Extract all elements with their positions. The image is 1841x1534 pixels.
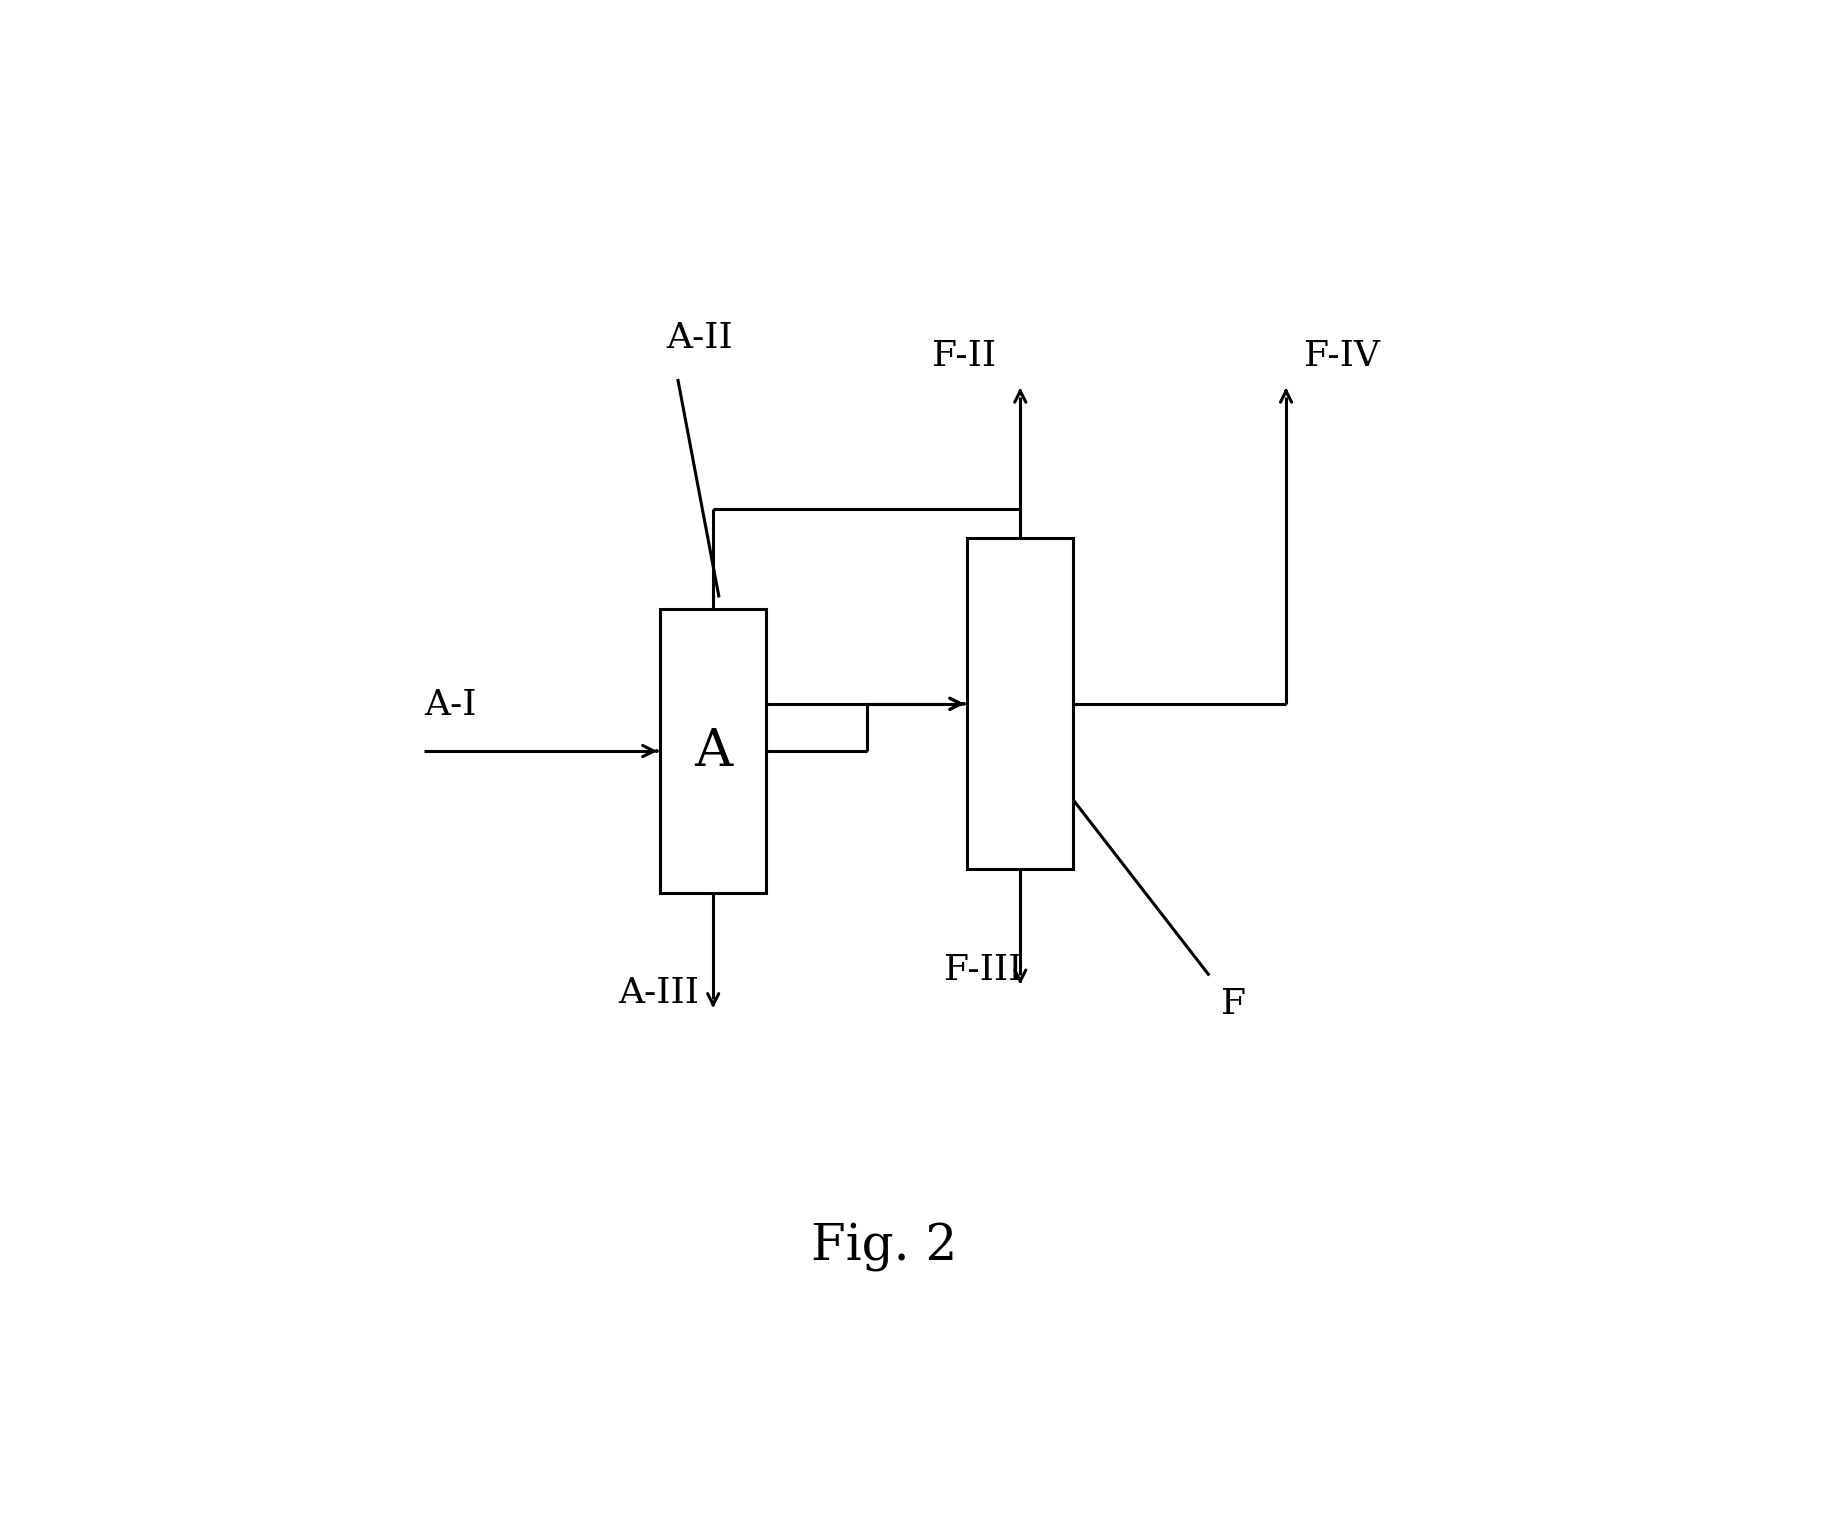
Text: Fig. 2: Fig. 2	[812, 1223, 957, 1272]
Text: A-II: A-II	[666, 321, 733, 356]
Text: A: A	[694, 726, 733, 776]
Bar	[661, 609, 766, 893]
Bar	[967, 538, 1073, 870]
Text: F-III: F-III	[943, 953, 1022, 986]
Text: A-I: A-I	[423, 687, 477, 721]
Text: F: F	[1221, 988, 1246, 1022]
Text: F-II: F-II	[932, 339, 996, 373]
Text: A-III: A-III	[619, 976, 700, 1011]
Text: F-IV: F-IV	[1303, 339, 1379, 373]
